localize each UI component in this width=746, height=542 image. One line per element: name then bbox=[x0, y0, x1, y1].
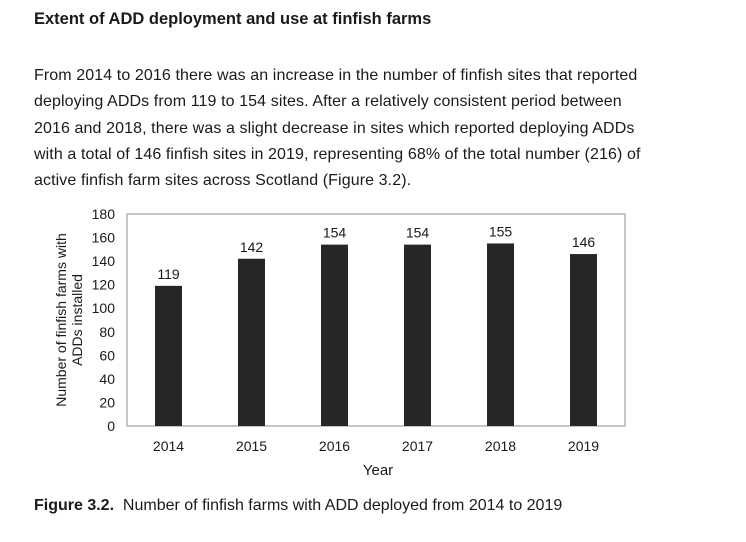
y-tick-label: 80 bbox=[99, 324, 115, 340]
paragraph-line: From 2014 to 2016 there was an increase … bbox=[34, 67, 638, 84]
y-tick-label: 0 bbox=[107, 418, 115, 434]
bar bbox=[404, 244, 431, 426]
figure-caption: Figure 3.2. Number of finfish farms with… bbox=[34, 497, 562, 515]
data-label: 154 bbox=[323, 225, 347, 241]
x-tick-label: 2014 bbox=[153, 438, 184, 454]
y-tick-label: 20 bbox=[99, 394, 115, 410]
bar bbox=[321, 244, 348, 426]
x-tick-label: 2019 bbox=[568, 438, 599, 454]
bar bbox=[570, 254, 597, 426]
caption-label: Figure 3.2. bbox=[34, 497, 115, 514]
paragraph-line: 2016 and 2018, there was a slight decrea… bbox=[34, 119, 635, 137]
y-axis-title-line-2: ADDs installed bbox=[69, 274, 85, 366]
plot-area: 0 20 40 60 80 100 120 140 160 180 119 2014 142 2015 15… bbox=[53, 206, 626, 479]
data-label: 142 bbox=[240, 239, 264, 255]
plot-frame bbox=[126, 213, 626, 427]
data-label: 146 bbox=[572, 234, 596, 250]
y-tick-label: 60 bbox=[99, 347, 115, 363]
caption-text: Number of finfish farms with ADD deploye… bbox=[122, 497, 563, 514]
section-heading: Extent of ADD deployment and use at finf… bbox=[34, 10, 432, 28]
x-axis-title: Year bbox=[363, 462, 393, 479]
data-label: 154 bbox=[406, 225, 430, 241]
y-tick-label: 40 bbox=[99, 371, 115, 387]
y-tick-label: 180 bbox=[92, 206, 116, 222]
y-tick-label: 120 bbox=[92, 277, 116, 293]
intro-paragraph: From 2014 to 2016 there was an increase … bbox=[34, 63, 724, 194]
x-tick-label: 2016 bbox=[319, 438, 350, 454]
paragraph-line: active finfish farm sites across Scotlan… bbox=[34, 172, 412, 190]
y-tick-label: 140 bbox=[92, 253, 116, 269]
bar bbox=[155, 285, 182, 426]
y-tick-label: 160 bbox=[92, 230, 116, 246]
y-tick-label: 100 bbox=[92, 300, 116, 316]
data-label: 155 bbox=[489, 223, 513, 239]
bar bbox=[238, 258, 265, 426]
data-label: 119 bbox=[157, 266, 180, 282]
bar bbox=[487, 243, 514, 426]
paragraph-line: deploying ADDs from 119 to 154 sites. Af… bbox=[34, 93, 622, 111]
bar-chart: 0 20 40 60 80 100 120 140 160 180 119 2014 142 2015 15… bbox=[53, 206, 626, 479]
paragraph-line: with a total of 146 finfish sites in 201… bbox=[34, 145, 641, 163]
x-tick-label: 2017 bbox=[402, 438, 433, 454]
x-tick-label: 2018 bbox=[485, 438, 516, 454]
x-tick-label: 2015 bbox=[236, 438, 267, 454]
y-axis-title-line-1: Number of finfish farms with bbox=[53, 233, 69, 407]
